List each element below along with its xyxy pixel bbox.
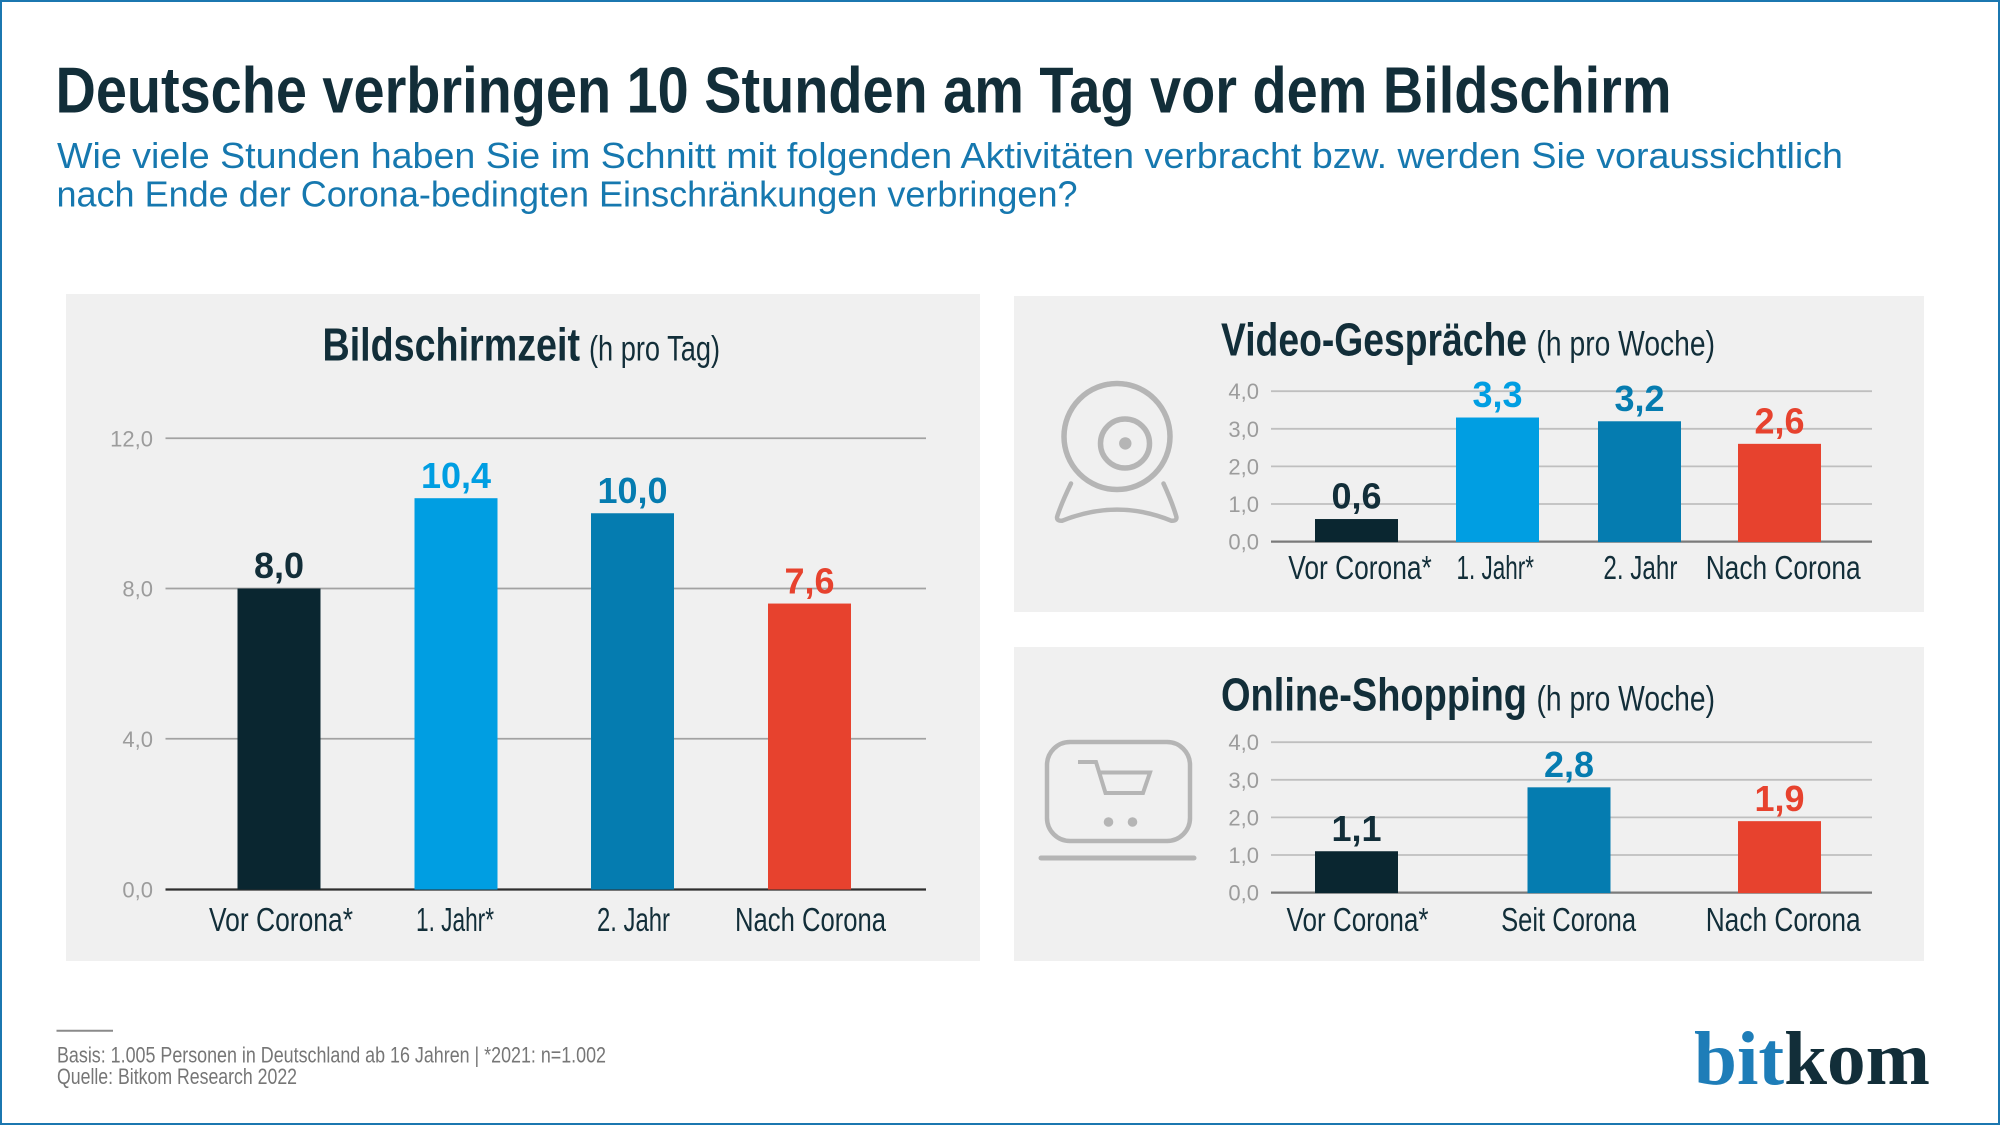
- svg-text:10,0: 10,0: [597, 470, 667, 511]
- svg-text:1,9: 1,9: [1754, 778, 1804, 819]
- svg-text:8,0: 8,0: [122, 577, 153, 602]
- svg-text:2,8: 2,8: [1544, 744, 1594, 785]
- svg-text:3,0: 3,0: [1228, 417, 1259, 442]
- svg-text:1. Jahr*: 1. Jahr*: [1457, 549, 1535, 586]
- svg-text:3,3: 3,3: [1472, 374, 1522, 415]
- svg-text:Online-Shopping: Online-Shopping: [1221, 669, 1527, 721]
- svg-text:2. Jahr: 2. Jahr: [597, 901, 670, 938]
- svg-text:12,0: 12,0: [110, 426, 153, 451]
- svg-text:1,0: 1,0: [1228, 843, 1259, 868]
- svg-text:10,4: 10,4: [421, 455, 491, 496]
- svg-text:bitkom: bitkom: [1694, 1017, 1930, 1101]
- svg-text:Nach Corona: Nach Corona: [735, 901, 886, 938]
- svg-text:2. Jahr: 2. Jahr: [1603, 549, 1677, 586]
- svg-text:1. Jahr*: 1. Jahr*: [416, 901, 494, 938]
- svg-text:4,0: 4,0: [1228, 730, 1259, 755]
- svg-text:2,6: 2,6: [1754, 401, 1804, 442]
- svg-text:3,2: 3,2: [1614, 378, 1664, 419]
- svg-text:4,0: 4,0: [1228, 379, 1259, 404]
- svg-text:3,0: 3,0: [1228, 768, 1259, 793]
- svg-text:0,0: 0,0: [122, 878, 153, 903]
- svg-text:Basis: 1.005 Personen in Deuts: Basis: 1.005 Personen in Deutschland ab …: [57, 1043, 606, 1068]
- svg-text:4,0: 4,0: [122, 727, 153, 752]
- svg-text:1,1: 1,1: [1331, 808, 1381, 849]
- svg-text:Deutsche verbringen 10 Stunden: Deutsche verbringen 10 Stunden am Tag vo…: [56, 54, 1672, 127]
- svg-text:Nach Corona: Nach Corona: [1706, 549, 1862, 586]
- svg-text:0,0: 0,0: [1228, 530, 1259, 555]
- svg-text:8,0: 8,0: [254, 545, 304, 586]
- svg-text:0,6: 0,6: [1331, 476, 1381, 517]
- svg-text:Video-Gespräche: Video-Gespräche: [1221, 314, 1527, 366]
- svg-text:(h pro Woche): (h pro Woche): [1537, 680, 1716, 719]
- svg-text:Vor Corona*: Vor Corona*: [1288, 549, 1432, 586]
- svg-text:2,0: 2,0: [1228, 805, 1259, 830]
- svg-text:1,0: 1,0: [1228, 492, 1259, 517]
- svg-text:2,0: 2,0: [1228, 454, 1259, 479]
- svg-text:(h pro Tag): (h pro Tag): [589, 330, 720, 369]
- svg-text:Bildschirmzeit: Bildschirmzeit: [323, 319, 581, 371]
- svg-text:Wie viele Stunden haben Sie im: Wie viele Stunden haben Sie im Schnitt m…: [57, 135, 1843, 176]
- svg-text:Seit Corona: Seit Corona: [1501, 901, 1637, 938]
- svg-text:Nach Corona: Nach Corona: [1706, 901, 1862, 938]
- svg-text:7,6: 7,6: [784, 560, 834, 601]
- svg-text:0,0: 0,0: [1228, 881, 1259, 906]
- svg-text:Vor Corona*: Vor Corona*: [1287, 901, 1429, 938]
- svg-text:Vor Corona*: Vor Corona*: [209, 901, 353, 938]
- svg-text:Quelle: Bitkom Research 2022: Quelle: Bitkom Research 2022: [57, 1064, 297, 1089]
- svg-text:(h pro Woche): (h pro Woche): [1537, 325, 1716, 364]
- svg-text:nach Ende der Corona-bedingten: nach Ende der Corona-bedingten Einschrän…: [57, 174, 1078, 215]
